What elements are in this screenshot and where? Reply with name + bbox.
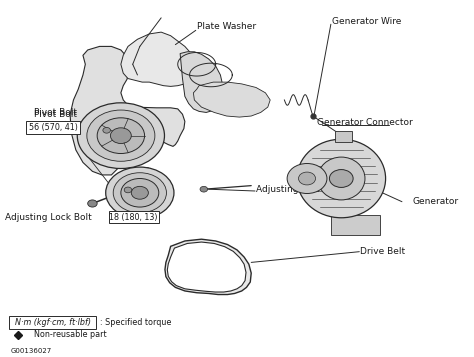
Circle shape [87, 110, 155, 161]
Circle shape [88, 200, 97, 207]
Polygon shape [121, 32, 197, 86]
Text: N·m (kgf·cm, ft·lbf): N·m (kgf·cm, ft·lbf) [15, 318, 91, 327]
Circle shape [113, 173, 166, 213]
Text: 18 (180, 13): 18 (180, 13) [109, 212, 158, 222]
Ellipse shape [318, 157, 365, 200]
Circle shape [103, 127, 110, 133]
Text: Non-reusable part: Non-reusable part [34, 330, 107, 339]
FancyBboxPatch shape [331, 215, 380, 235]
Text: Generator Wire: Generator Wire [332, 17, 401, 26]
FancyBboxPatch shape [9, 316, 96, 329]
FancyBboxPatch shape [109, 211, 159, 223]
Circle shape [329, 170, 353, 187]
Circle shape [121, 178, 159, 207]
Text: Adjusting Bolt: Adjusting Bolt [256, 185, 319, 194]
Circle shape [61, 121, 70, 129]
Polygon shape [180, 52, 223, 112]
FancyBboxPatch shape [26, 121, 80, 134]
Polygon shape [70, 46, 185, 175]
Circle shape [124, 187, 132, 193]
Text: Plate Washer: Plate Washer [197, 22, 256, 31]
Circle shape [287, 164, 327, 193]
Ellipse shape [297, 139, 385, 218]
Circle shape [97, 118, 145, 154]
Polygon shape [193, 82, 270, 117]
Text: G00136027: G00136027 [10, 348, 52, 353]
Text: Drive Belt: Drive Belt [360, 247, 405, 256]
Circle shape [200, 186, 208, 192]
FancyBboxPatch shape [335, 131, 352, 142]
Polygon shape [167, 242, 246, 292]
Text: : Specified torque: : Specified torque [100, 317, 171, 327]
Text: Generator: Generator [412, 197, 458, 206]
Circle shape [131, 186, 148, 199]
Text: Generator Connector: Generator Connector [317, 117, 412, 127]
Circle shape [106, 167, 174, 218]
Text: Adjusting Lock Bolt: Adjusting Lock Bolt [5, 213, 91, 222]
Text: Pivot Bolt: Pivot Bolt [34, 110, 77, 119]
Circle shape [110, 128, 131, 144]
Text: Pivot Bolt: Pivot Bolt [34, 108, 77, 117]
Text: 56 (570, 41): 56 (570, 41) [28, 123, 78, 132]
Circle shape [299, 172, 316, 185]
Polygon shape [165, 239, 251, 295]
Circle shape [77, 103, 164, 169]
